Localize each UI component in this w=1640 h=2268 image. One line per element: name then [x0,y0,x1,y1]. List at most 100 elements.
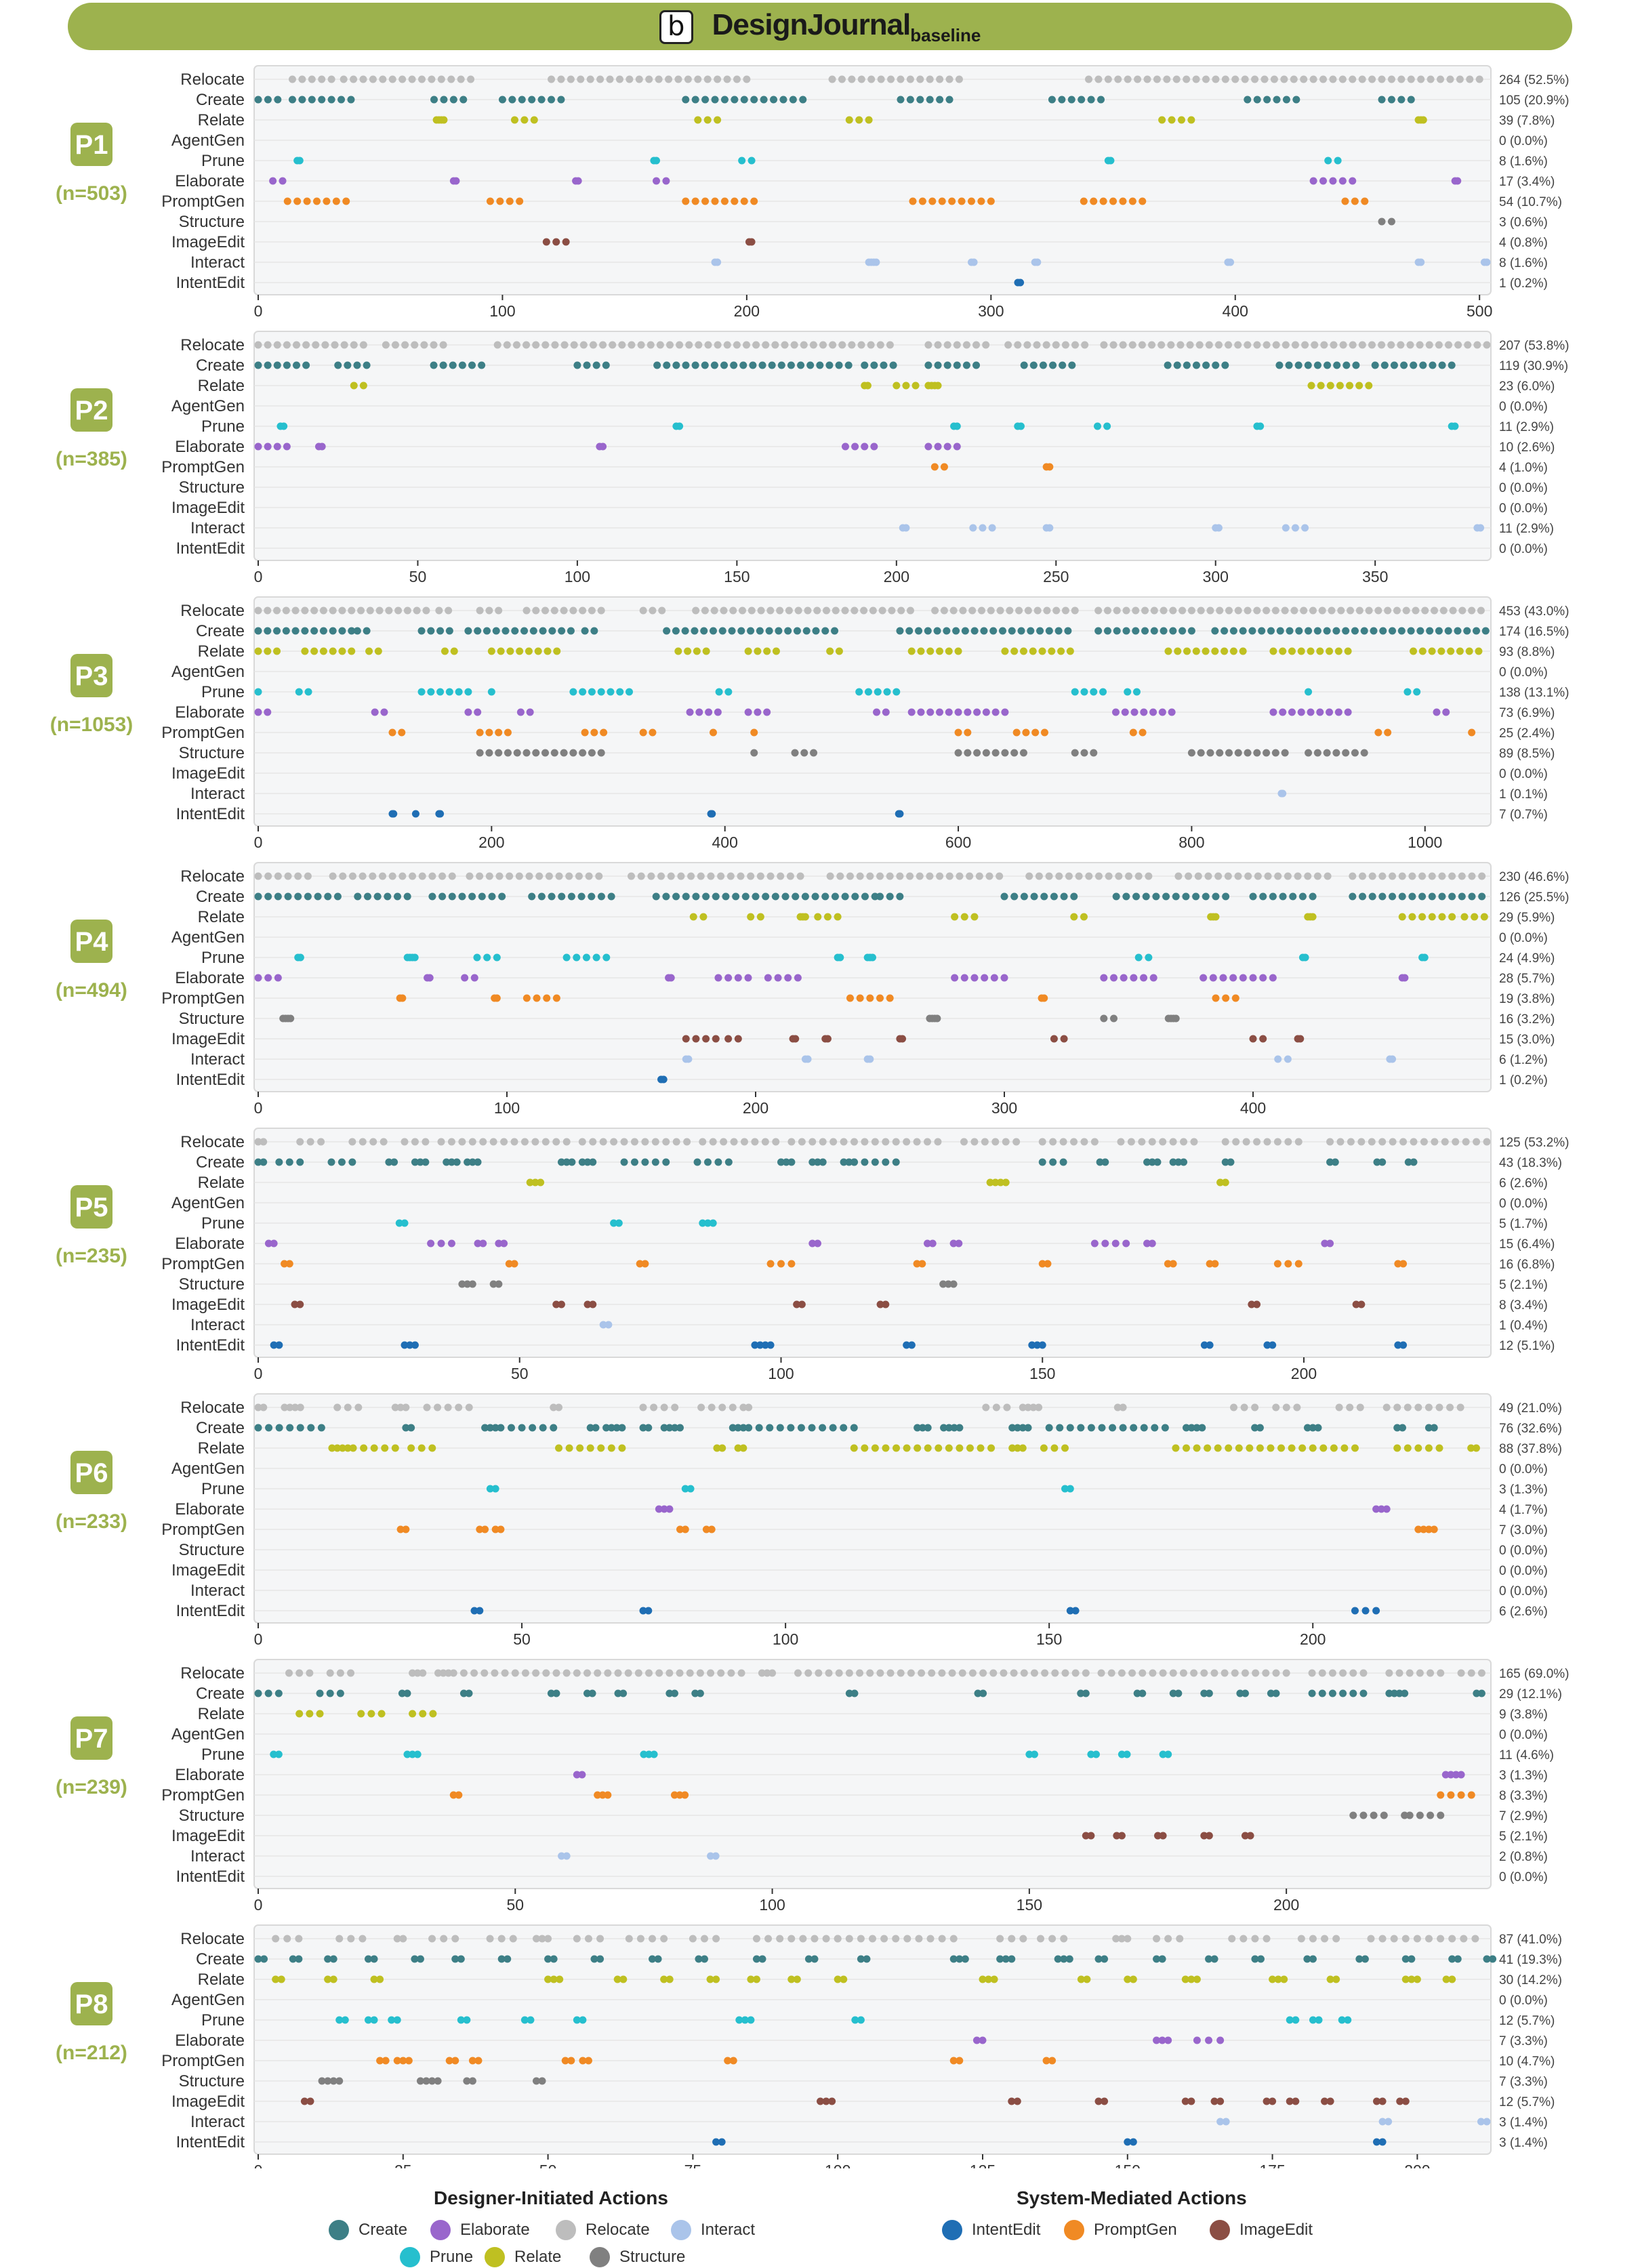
event-dot-elaborate [1452,1771,1460,1779]
event-dot-structure [522,749,531,757]
event-dot-create [508,96,516,104]
event-dot-elaborate [1447,1771,1455,1779]
event-dot-relocate [369,1138,377,1146]
event-dot-relocate [1444,341,1452,349]
event-dot-relate [1393,1444,1401,1452]
event-dot-relocate [288,75,296,83]
event-dot-relocate [312,341,320,349]
event-dot-create [363,361,371,369]
event-dot-prune [1256,422,1265,430]
event-dot-interact [969,524,977,532]
event-dot-create [840,1424,848,1432]
event-dot-relate [329,647,337,655]
event-dot-relocate [704,341,712,349]
event-dot-relocate [1100,341,1108,349]
event-dot-create [863,1955,871,1963]
event-dot-create [709,627,717,635]
event-dot-relate [324,1975,332,1983]
legend-swatch [329,2220,349,2240]
event-dot-relocate [391,341,399,349]
event-dot-create [430,96,438,104]
event-dot-relocate [856,1669,864,1677]
event-dot-elaborate [1140,708,1148,716]
event-dot-prune [1286,2016,1294,2024]
event-dot-relocate [651,1138,659,1146]
event-dot-create [1141,627,1149,635]
event-dot-structure [287,1014,295,1023]
event-dot-relocate [996,1935,1004,1943]
event-dot-relate [763,647,771,655]
event-dot-relocate [1311,341,1319,349]
event-dot-create [354,892,362,901]
event-dot-relocate [1176,341,1185,349]
event-dot-create [1205,1955,1213,1963]
event-dot-relocate [500,1138,508,1146]
event-dot-relocate [413,1669,422,1677]
participant-label: P3 [75,661,108,691]
event-dot-create [695,1955,703,1963]
event-dot-imageedit [1216,2097,1225,2105]
event-dot-prune [1292,2016,1300,2024]
event-dot-prune [491,1485,499,1493]
event-dot-create [804,1955,813,1963]
event-dot-promptgen [1139,728,1147,737]
event-dot-relocate [1082,1669,1090,1677]
event-dot-relocate [1330,341,1338,349]
event-dot-relocate [340,341,348,349]
event-dot-elaborate [427,1239,435,1248]
event-dot-relate [1008,1444,1017,1452]
event-dot-relocate [655,75,663,83]
event-dot-promptgen [313,197,321,205]
event-dot-relocate [1368,341,1376,349]
event-dot-relocate [283,341,291,349]
event-dot-relocate [786,872,794,880]
event-dot-relocate [727,1669,735,1677]
event-dot-create [324,1955,332,1963]
event-dot-relocate [470,1669,478,1677]
event-dot-relocate [649,1935,657,1943]
event-dot-relocate [445,1669,453,1677]
event-dot-relocate [940,606,948,615]
event-dot-relate [893,382,901,390]
event-dot-create [1444,627,1452,635]
event-dot-relate [863,382,872,390]
event-dot-relocate [589,1138,597,1146]
event-dot-create [720,361,729,369]
event-dot-relocate [1435,1403,1443,1411]
event-dot-create [465,1689,473,1697]
event-dot-relocate [655,1669,663,1677]
event-dot-prune [650,1750,658,1758]
event-dot-relocate [254,1403,262,1411]
event-dot-relocate [1003,1403,1011,1411]
event-dot-create [445,627,453,635]
event-dot-relate [861,1444,869,1452]
event-dot-relocate [645,75,653,83]
event-dot-elaborate [1149,974,1157,982]
event-dot-create [711,96,719,104]
event-dot-create [1448,1955,1456,1963]
event-dot-promptgen [1038,1260,1046,1268]
event-dot-structure [1401,1811,1409,1819]
event-dot-prune [703,1219,712,1227]
event-dot-structure [1313,749,1321,757]
event-dot-relocate [1094,75,1103,83]
event-dot-elaborate [1143,1239,1151,1248]
event-dot-create [592,1424,600,1432]
event-dot-promptgen [382,2057,390,2065]
event-dot-create [1267,1689,1275,1697]
event-dot-create [298,96,306,104]
event-dot-prune [676,422,684,430]
event-dot-create [1162,892,1170,901]
event-dot-relocate [1230,1403,1238,1411]
event-dot-relocate [776,1935,784,1943]
event-dot-create [641,1158,649,1166]
event-dot-relate [1334,647,1342,655]
event-dot-create [275,1424,283,1432]
event-dot-intentedit [903,1341,911,1349]
event-dot-relocate [620,1138,628,1146]
event-dot-elaborate [763,708,771,716]
event-dot-relocate [589,341,597,349]
event-dot-relocate [1437,1669,1445,1677]
event-dot-prune [335,2016,344,2024]
legend-swatch [1210,2220,1230,2240]
